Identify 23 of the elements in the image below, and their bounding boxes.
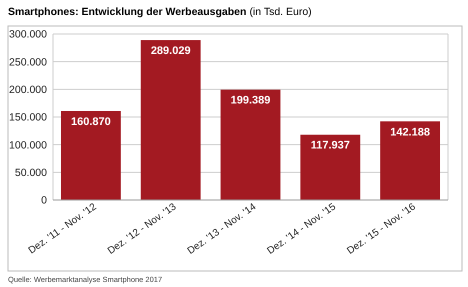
bar: [140, 40, 201, 200]
data-label: 142.188: [390, 126, 430, 138]
y-tick-label: 250.000: [9, 56, 48, 68]
data-label: 117.937: [310, 140, 350, 152]
chart-title: Smartphones: Entwicklung der Werbeausgaben: [8, 6, 246, 18]
y-tick-label: 150.000: [9, 112, 48, 124]
y-tick-label: 200.000: [9, 84, 48, 96]
x-tick-label: Dez. '13 - Nov. '14: [186, 201, 259, 257]
data-label: 199.389: [230, 94, 270, 107]
x-tick-label: Dez. '14 - Nov. '15: [265, 201, 338, 257]
x-tick-label: Dez. '15 - Nov. '16: [345, 201, 418, 257]
bar: [380, 121, 440, 200]
bar: [300, 134, 360, 200]
chart-subtitle: (in Tsd. Euro): [249, 6, 312, 18]
y-tick-label: 50.000: [14, 167, 48, 180]
bar: [60, 110, 121, 200]
y-tick-label: 100.000: [9, 139, 48, 152]
y-tick-label: 0: [41, 194, 48, 207]
bar: [220, 90, 280, 200]
data-label: 160.870: [71, 116, 111, 128]
y-tick-label: 300.000: [9, 28, 48, 41]
x-tick-label: Dez. '12 - Nov. '13: [106, 201, 179, 257]
data-label: 289.029: [150, 45, 191, 58]
